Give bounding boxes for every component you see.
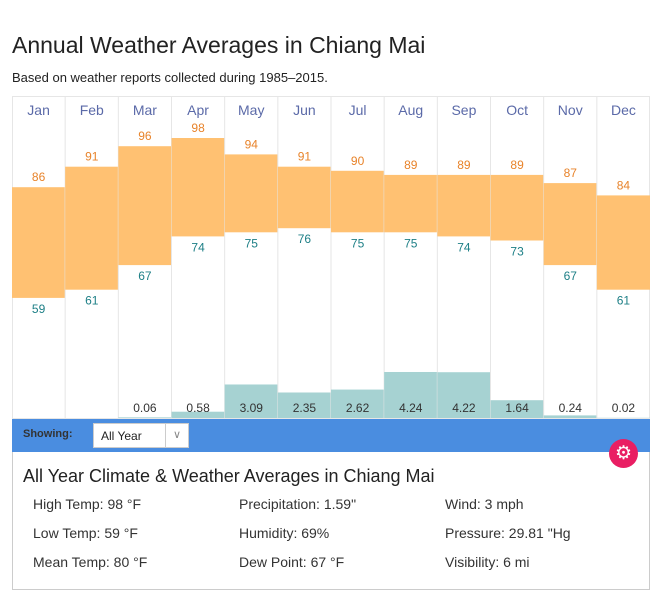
low-temp-label: 59: [32, 302, 46, 316]
precip-label: 4.22: [452, 401, 476, 415]
temp-range-bar: [171, 138, 225, 237]
gear-icon[interactable]: ⚙: [609, 439, 638, 468]
temp-range-bar: [543, 183, 597, 266]
precip-bar: [384, 371, 438, 418]
temp-range-bar: [596, 195, 650, 290]
detail-item: Dew Point: 67 °F: [239, 554, 345, 570]
low-temp-label: 75: [404, 236, 418, 250]
detail-item: Mean Temp: 80 °F: [33, 554, 148, 570]
precip-label: 0.02: [612, 401, 636, 415]
detail-item: Precipitation: 1.59": [239, 496, 357, 512]
precip-label: 2.35: [293, 401, 317, 415]
high-temp-label: 91: [298, 150, 312, 164]
month-label: Aug: [398, 102, 423, 118]
low-temp-label: 74: [457, 240, 471, 254]
precip-label: 0.58: [186, 401, 210, 415]
high-temp-label: 96: [138, 129, 152, 143]
high-temp-label: 89: [457, 158, 471, 172]
precip-label: 3.09: [240, 401, 264, 415]
temp-range-bar: [12, 187, 66, 298]
low-temp-label: 67: [564, 269, 578, 283]
low-temp-label: 67: [138, 269, 152, 283]
low-temp-label: 76: [298, 232, 312, 246]
month-label: Jul: [349, 102, 367, 118]
high-temp-label: 94: [245, 137, 259, 151]
month-label: May: [238, 102, 264, 118]
precip-bar: [331, 389, 385, 418]
low-temp-label: 74: [191, 240, 205, 254]
details-title: All Year Climate & Weather Averages in C…: [23, 466, 435, 486]
temp-range-bar: [224, 154, 278, 233]
precip-label: 4.24: [399, 401, 423, 415]
weather-chart: Jan 86 59 Feb 91 61 Mar 96 67 0.06 Apr 98 74 0.58 May 9…: [12, 96, 650, 419]
period-select-value: All Year: [101, 429, 142, 443]
precip-bar: [437, 372, 491, 418]
detail-item: Wind: 3 mph: [445, 496, 524, 512]
high-temp-label: 86: [32, 170, 46, 184]
precip-bar: [490, 400, 544, 418]
precip-label: 2.62: [346, 401, 370, 415]
low-temp-label: 61: [617, 294, 631, 308]
period-select[interactable]: All Year ∨: [93, 423, 189, 448]
details-panel: All Year Climate & Weather Averages in C…: [12, 452, 650, 590]
high-temp-label: 87: [564, 166, 578, 180]
detail-item: Humidity: 69%: [239, 525, 330, 541]
temp-range-bar: [277, 166, 331, 229]
precip-label: 1.64: [505, 401, 529, 415]
low-temp-label: 75: [245, 236, 259, 250]
month-label: Mar: [133, 102, 157, 118]
month-label: Feb: [80, 102, 104, 118]
low-temp-label: 61: [85, 294, 99, 308]
temp-range-bar: [384, 174, 438, 233]
month-label: Jun: [293, 102, 316, 118]
chevron-down-icon: ∨: [165, 424, 188, 447]
precip-bar: [543, 415, 597, 418]
high-temp-label: 84: [617, 178, 631, 192]
temp-range-bar: [490, 174, 544, 241]
high-temp-label: 89: [404, 158, 418, 172]
high-temp-label: 98: [191, 121, 205, 135]
precip-bar: [171, 411, 225, 418]
month-label: Oct: [506, 102, 528, 118]
high-temp-label: 89: [510, 158, 524, 172]
temp-range-bar: [331, 170, 385, 233]
temp-range-bar: [437, 174, 491, 237]
high-temp-label: 91: [85, 150, 99, 164]
showing-label: Showing:: [23, 428, 73, 440]
subtitle: Based on weather reports collected durin…: [12, 70, 328, 85]
low-temp-label: 73: [510, 245, 524, 259]
detail-item: Low Temp: 59 °F: [33, 525, 138, 541]
high-temp-label: 90: [351, 154, 365, 168]
precip-bar: [118, 417, 172, 418]
detail-item: Pressure: 29.81 "Hg: [445, 525, 571, 541]
detail-item: Visibility: 6 mi: [445, 554, 530, 570]
month-label: Sep: [451, 102, 476, 118]
temp-range-bar: [65, 166, 119, 290]
temp-range-bar: [118, 146, 172, 266]
month-label: Nov: [558, 102, 583, 118]
low-temp-label: 75: [351, 236, 365, 250]
precip-label: 0.06: [133, 401, 157, 415]
detail-item: High Temp: 98 °F: [33, 496, 142, 512]
precip-bar: [224, 384, 278, 418]
precip-bar: [277, 392, 331, 418]
filter-bar: Showing: All Year ∨: [12, 419, 650, 452]
month-label: Dec: [611, 102, 636, 118]
month-label: Apr: [187, 102, 209, 118]
precip-label: 0.24: [559, 401, 583, 415]
page-title: Annual Weather Averages in Chiang Mai: [12, 32, 426, 58]
month-label: Jan: [27, 102, 50, 118]
